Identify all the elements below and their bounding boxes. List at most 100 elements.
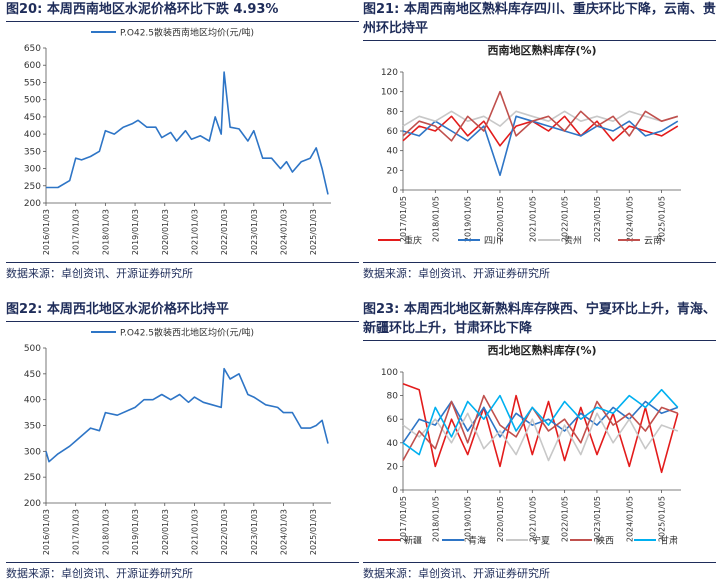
x-tick-label: 2017/01/05 [399,496,408,542]
x-tick-label: 2025/01/03 [309,209,318,255]
x-tick-label: 2024/01/05 [625,496,634,542]
legend-label: 甘肃 [660,535,678,547]
x-tick-label: 2017/01/03 [72,209,81,255]
x-tick-label: 2022/01/03 [220,509,229,555]
series-line-1 [402,115,679,147]
x-tick-label: 2017/01/05 [399,196,408,242]
x-tick-label: 2023/01/05 [593,196,602,242]
series-line-4 [402,394,679,461]
series-line-2 [402,115,679,177]
y-tick-label: 100 [381,368,398,378]
y-tick-label: 40 [387,439,399,449]
y-tick-label: 20 [387,166,399,176]
x-tick-label: 2025/01/05 [658,496,667,542]
x-tick-label: 2018/01/05 [431,496,440,542]
data-source: 数据来源：卓创资讯、开源证券研究所 [6,562,359,581]
y-tick-label: 250 [24,473,41,483]
y-tick-label: 450 [24,370,41,380]
x-tick-label: 2020/01/03 [161,509,170,555]
x-tick-label: 2021/01/03 [190,209,199,255]
series-line-1 [402,383,679,474]
panel-title: 图21: 本周西南地区熟料库存四川、重庆环比下降，云南、贵州环比持平 [363,0,716,41]
panel-title: 图22: 本周西北地区水泥价格环比持平 [6,300,359,322]
series-line-3 [402,412,679,462]
y-tick-label: 300 [24,447,41,457]
panel-nw-inventory: 图23: 本周西北地区新熟料库存陕西、宁夏环比上升，青海、新疆环比上升，甘肃环比… [363,300,716,582]
x-tick-label: 2022/01/05 [561,196,570,242]
x-tick-label: 2019/01/05 [464,196,473,242]
x-tick-label: 2021/01/05 [528,496,537,542]
legend-label: P.O42.5散装西北地区均价(元/吨) [120,327,254,339]
series-line-1 [45,367,329,463]
x-tick-label: 2016/01/03 [42,209,51,255]
y-tick-label: 350 [24,422,41,432]
chart-sw-inventory: 西南地区熟料库存(%) 0 20 40 60 80 100 120 2017/01/05 2018… [378,43,681,247]
legend-label: P.O42.5散装西南地区均价(元/吨) [120,27,254,39]
y-tick-label: 500 [24,344,41,354]
y-tick-label: 250 [24,182,41,192]
x-tick-label: 2023/01/03 [250,209,259,255]
y-tick-label: 400 [24,396,41,406]
y-tick-label: 200 [24,199,41,209]
x-tick-label: 2025/01/03 [309,509,318,555]
x-tick-label: 2019/01/03 [131,509,140,555]
x-tick-label: 2023/01/03 [250,509,259,555]
y-tick-label: 500 [24,96,41,106]
x-tick-label: 2024/01/05 [625,196,634,242]
y-tick-label: 0 [392,486,398,496]
legend-label: 青海 [468,535,486,547]
x-tick-label: 2018/01/03 [101,509,110,555]
legend-label: 新疆 [404,535,422,547]
y-tick-label: 350 [24,147,41,157]
panel-sw-price: 图20: 本周西南地区水泥价格环比下跌 4.93% 200 250 300 350 40… [6,0,359,291]
x-tick-label: 2020/01/05 [496,196,505,242]
panel-title: 图20: 本周西南地区水泥价格环比下跌 4.93% [6,0,359,22]
y-tick-label: 40 [387,147,399,157]
y-tick-label: 120 [381,68,398,78]
x-tick-label: 2021/01/03 [190,509,199,555]
series-line-1 [46,71,329,195]
x-tick-label: 2019/01/03 [131,209,140,255]
y-tick-label: 80 [387,107,399,117]
data-source: 数据来源：卓创资讯、开源证券研究所 [6,262,359,281]
x-tick-label: 2019/01/05 [464,496,473,542]
panel-sw-inventory: 图21: 本周西南地区熟料库存四川、重庆环比下降，云南、贵州环比持平 西南地区熟… [363,0,716,291]
series-line-5 [402,388,679,456]
chart-nw-inventory: 西北地区熟料库存(%) 0 20 40 60 80 100 2017/01/05 2018/01… [378,343,681,547]
y-tick-label: 100 [381,88,398,98]
panel-title: 图23: 本周西北地区新熟料库存陕西、宁夏环比上升，青海、新疆环比上升，甘肃环比… [363,300,716,341]
legend-label: 重庆 [404,235,422,247]
y-tick-label: 300 [24,165,41,175]
legend-label: 云南 [644,235,662,247]
y-tick-label: 450 [24,113,41,123]
x-tick-label: 2023/01/05 [593,496,602,542]
legend-label: 四川 [484,237,502,247]
y-tick-label: 20 [387,462,399,472]
x-tick-label: 2024/01/03 [280,209,289,255]
y-tick-label: 200 [24,499,41,509]
y-tick-label: 400 [24,130,41,140]
x-tick-label: 2018/01/05 [431,196,440,242]
legend-label: 宁夏 [532,535,550,547]
x-tick-label: 2022/01/03 [220,209,229,255]
x-tick-label: 2020/01/03 [161,209,170,255]
y-tick-label: 80 [387,392,399,402]
x-tick-label: 2020/01/05 [496,496,505,542]
y-tick-label: 550 [24,78,41,88]
x-tick-label: 2016/01/03 [42,509,51,555]
chart-title: 西南地区熟料库存(%) [487,43,596,57]
y-tick-label: 600 [24,61,41,71]
legend-label: 贵州 [564,235,582,247]
x-tick-label: 2025/01/05 [658,196,667,242]
series-line-4 [402,90,679,142]
chart-nw-price: 200 250 300 350 400 450 500 2016/01/03 2017/01/0… [24,327,331,555]
x-tick-label: 2022/01/05 [561,496,570,542]
chart-title: 西北地区熟料库存(%) [487,343,596,357]
panel-nw-price: 图22: 本周西北地区水泥价格环比持平 200 250 300 350 400 450 50… [6,300,359,582]
data-source: 数据来源：卓创资讯、开源证券研究所 [363,262,716,281]
x-tick-label: 2018/01/03 [101,209,110,255]
y-tick-label: 650 [24,44,41,54]
y-tick-label: 60 [387,415,399,425]
y-tick-label: 0 [392,186,398,196]
y-tick-label: 60 [387,127,399,137]
